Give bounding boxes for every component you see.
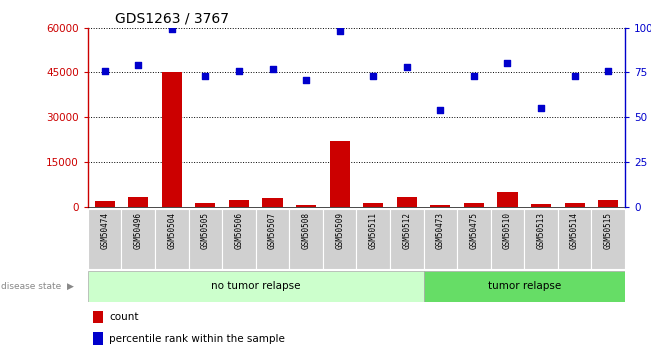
Bar: [161, 72, 182, 207]
Text: GSM50510: GSM50510: [503, 212, 512, 249]
Point: [200, 73, 210, 79]
Bar: [558, 209, 591, 269]
Bar: [296, 205, 316, 207]
Text: GSM50515: GSM50515: [603, 212, 613, 249]
Point: [268, 66, 278, 72]
Bar: [464, 204, 484, 207]
Bar: [94, 201, 115, 207]
Point: [603, 68, 613, 73]
Bar: [222, 209, 256, 269]
Text: GSM50473: GSM50473: [436, 212, 445, 249]
Text: no tumor relapse: no tumor relapse: [211, 282, 301, 291]
Bar: [363, 203, 383, 207]
Bar: [155, 209, 189, 269]
Text: GSM50514: GSM50514: [570, 212, 579, 249]
Bar: [262, 198, 283, 207]
Text: GSM50509: GSM50509: [335, 212, 344, 249]
Bar: [598, 199, 618, 207]
Text: GSM50496: GSM50496: [133, 212, 143, 249]
Bar: [591, 209, 625, 269]
Text: GDS1263 / 3767: GDS1263 / 3767: [115, 11, 229, 25]
Point: [435, 107, 445, 113]
Text: GSM50504: GSM50504: [167, 212, 176, 249]
Bar: [424, 209, 457, 269]
Point: [100, 68, 110, 73]
Bar: [229, 199, 249, 207]
Bar: [195, 204, 215, 207]
Point: [368, 73, 378, 79]
Bar: [189, 209, 222, 269]
Text: GSM50506: GSM50506: [234, 212, 243, 249]
Bar: [323, 209, 357, 269]
Text: tumor relapse: tumor relapse: [488, 282, 561, 291]
Bar: [424, 271, 625, 302]
Text: disease state  ▶: disease state ▶: [1, 282, 74, 291]
Bar: [329, 141, 350, 207]
Bar: [289, 209, 323, 269]
Bar: [93, 332, 103, 345]
Point: [301, 77, 311, 82]
Bar: [128, 197, 148, 207]
Bar: [390, 209, 424, 269]
Bar: [564, 203, 585, 207]
Text: GSM50508: GSM50508: [301, 212, 311, 249]
Point: [503, 61, 513, 66]
Point: [469, 73, 479, 79]
Text: GSM50513: GSM50513: [536, 212, 546, 249]
Bar: [88, 271, 424, 302]
Point: [167, 27, 177, 32]
Bar: [88, 209, 122, 269]
Point: [570, 73, 580, 79]
Text: GSM50475: GSM50475: [469, 212, 478, 249]
Bar: [531, 204, 551, 207]
Point: [133, 62, 143, 68]
Bar: [457, 209, 491, 269]
Bar: [93, 311, 103, 323]
Bar: [256, 209, 289, 269]
Point: [402, 64, 412, 70]
Bar: [524, 209, 558, 269]
Bar: [396, 197, 417, 207]
Bar: [357, 209, 390, 269]
Text: GSM50512: GSM50512: [402, 212, 411, 249]
Text: GSM50511: GSM50511: [368, 212, 378, 249]
Bar: [122, 209, 155, 269]
Point: [536, 106, 546, 111]
Point: [335, 28, 345, 34]
Bar: [491, 209, 524, 269]
Text: GSM50505: GSM50505: [201, 212, 210, 249]
Text: GSM50474: GSM50474: [100, 212, 109, 249]
Text: percentile rank within the sample: percentile rank within the sample: [109, 334, 285, 344]
Bar: [497, 192, 518, 207]
Text: count: count: [109, 312, 139, 322]
Bar: [430, 205, 450, 207]
Text: GSM50507: GSM50507: [268, 212, 277, 249]
Point: [234, 68, 244, 73]
